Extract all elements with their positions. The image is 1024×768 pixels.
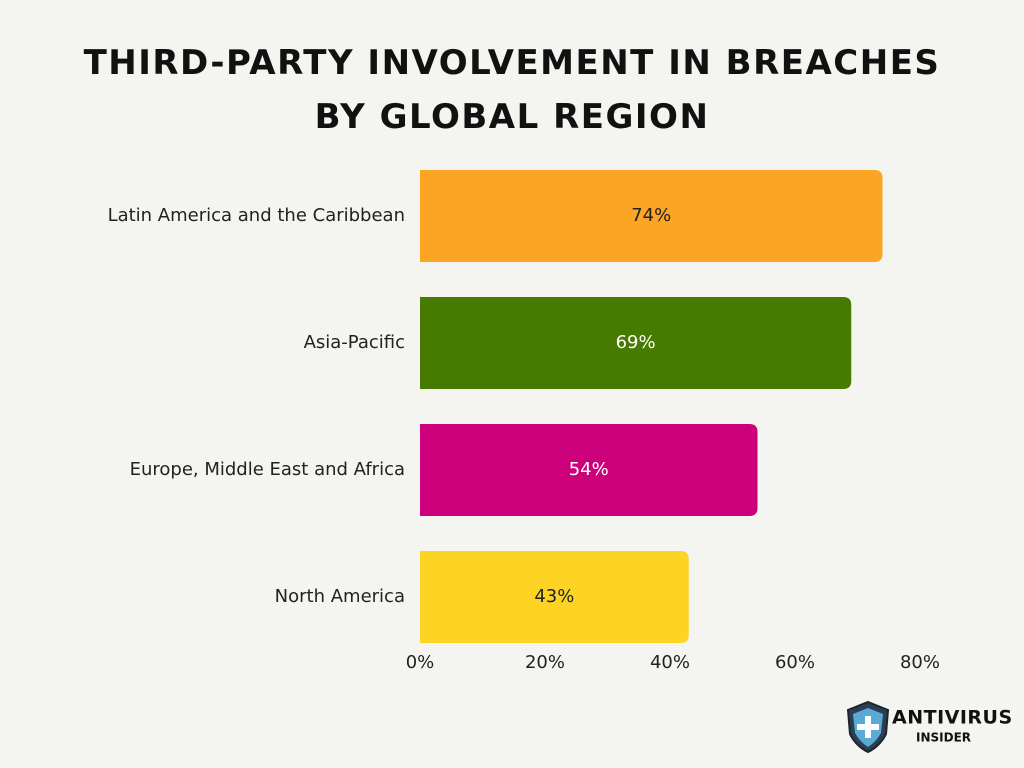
logo-cross	[857, 716, 879, 738]
x-tick-label: 80%	[900, 652, 940, 673]
chart-title: THIRD-PARTY INVOLVEMENT IN BREACHES BY G…	[83, 43, 941, 137]
y-tick-label: Europe, Middle East and Africa	[130, 459, 405, 480]
x-tick-label: 0%	[406, 652, 435, 673]
x-tick-label: 20%	[525, 652, 565, 673]
y-tick-label: Latin America and the Caribbean	[108, 205, 405, 226]
bar	[420, 170, 883, 262]
bar	[420, 551, 689, 643]
y-tick-label: Asia-Pacific	[304, 332, 405, 353]
value-label: 54%	[569, 459, 609, 480]
x-tick-label: 60%	[775, 652, 815, 673]
y-tick-label: North America	[275, 586, 405, 607]
logo-subname: INSIDER	[916, 731, 971, 745]
bar	[420, 424, 758, 516]
logo-name: ANTIVIRUS	[892, 707, 1013, 729]
value-label: 43%	[534, 586, 574, 607]
value-label: 69%	[616, 332, 656, 353]
value-label: 74%	[631, 205, 671, 226]
x-tick-label: 40%	[650, 652, 690, 673]
bar	[420, 297, 852, 389]
logo: ANTIVIRUS INSIDER	[846, 700, 1013, 754]
